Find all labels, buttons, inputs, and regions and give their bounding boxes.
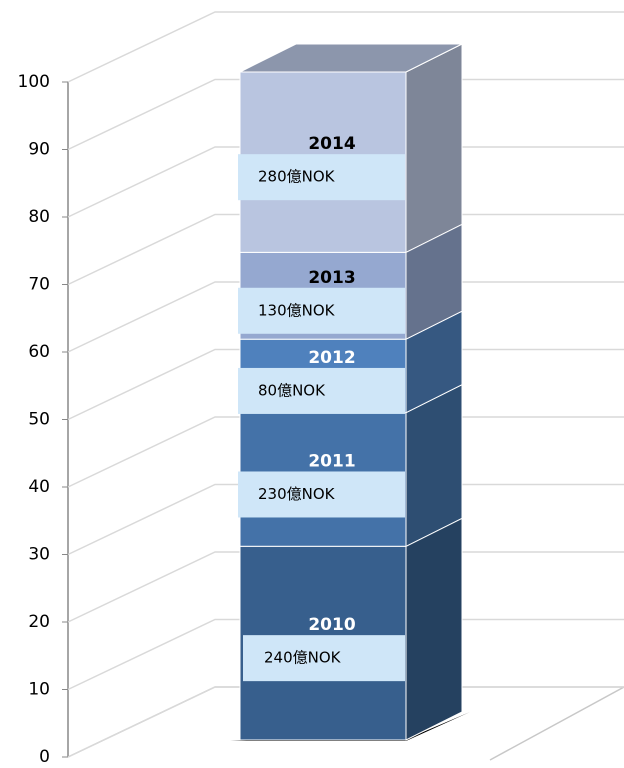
y-tick-label: 30 bbox=[28, 545, 50, 565]
grid-line bbox=[67, 483, 624, 556]
grid-line bbox=[67, 686, 624, 758]
y-tick-label: 50 bbox=[28, 410, 50, 430]
y-tick-label: 40 bbox=[28, 477, 50, 497]
bar-top bbox=[239, 43, 463, 73]
label-box bbox=[238, 367, 405, 414]
segment-year: 2012 bbox=[308, 348, 355, 368]
y-tick-label: 60 bbox=[28, 342, 50, 362]
y-tick-label: 20 bbox=[28, 612, 50, 632]
y-tick-label: 80 bbox=[28, 207, 50, 227]
grid-line bbox=[67, 78, 624, 151]
grid-line bbox=[67, 348, 624, 421]
segment-year: 2010 bbox=[308, 615, 355, 635]
y-tick-label: 70 bbox=[28, 275, 50, 295]
label-box bbox=[238, 287, 405, 334]
y-tick-label: 90 bbox=[28, 140, 50, 160]
grid-line bbox=[67, 11, 624, 83]
grid-line bbox=[67, 618, 624, 691]
bar-side bbox=[405, 43, 463, 254]
grid-line bbox=[67, 416, 624, 488]
label-box bbox=[238, 154, 405, 201]
grid-line bbox=[67, 281, 624, 353]
segment-amount: 130億NOK bbox=[258, 301, 336, 319]
segment-amount: 230億NOK bbox=[258, 485, 336, 503]
segment-amount: 280億NOK bbox=[258, 168, 336, 186]
bar-side bbox=[405, 517, 463, 741]
segment-amount: 80億NOK bbox=[258, 381, 326, 399]
grid-line bbox=[67, 551, 624, 623]
segment-year: 2011 bbox=[308, 451, 355, 471]
y-tick-label: 10 bbox=[28, 680, 50, 700]
label-box bbox=[243, 635, 405, 682]
segment-year: 2014 bbox=[308, 134, 355, 154]
grid-line bbox=[67, 213, 624, 286]
grid-line bbox=[67, 146, 624, 218]
label-box bbox=[238, 471, 405, 518]
y-tick-label: 0 bbox=[39, 747, 50, 767]
y-tick-label: 100 bbox=[18, 72, 50, 92]
segment-amount: 240億NOK bbox=[264, 649, 342, 667]
segment-year: 2013 bbox=[308, 268, 355, 288]
